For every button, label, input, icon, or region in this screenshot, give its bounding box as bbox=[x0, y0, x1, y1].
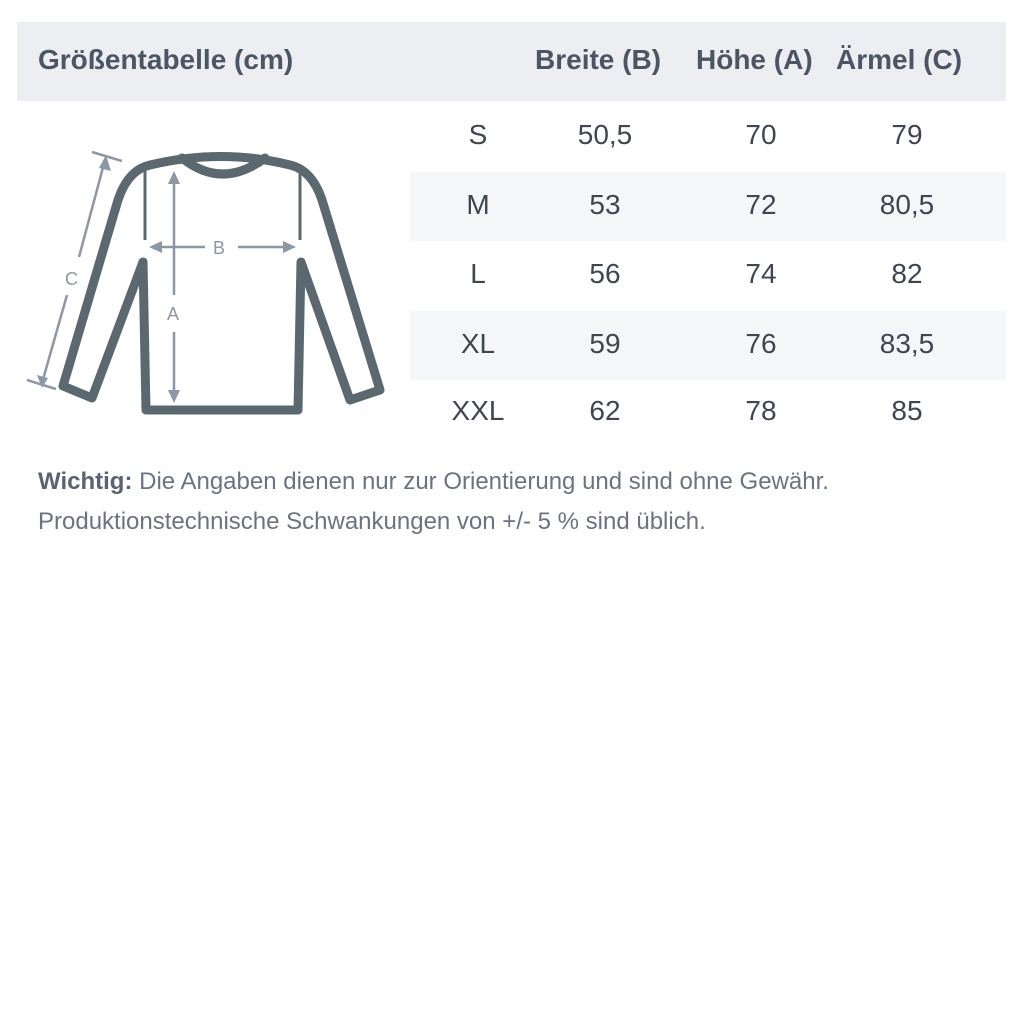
cell-hoehe: 78 bbox=[745, 395, 777, 426]
table-row: M 53 72 80,5 bbox=[410, 172, 1006, 241]
column-header-hoehe: Höhe (A) bbox=[696, 44, 813, 75]
sleeve-arrow bbox=[77, 159, 107, 258]
cell-size: XL bbox=[460, 328, 496, 359]
label-b: B bbox=[213, 238, 225, 258]
cell-size: L bbox=[470, 258, 486, 289]
cell-aermel: 85 bbox=[891, 395, 923, 426]
sweater-outline bbox=[58, 152, 385, 415]
cell-aermel: 79 bbox=[891, 119, 923, 150]
cell-breite: 53 bbox=[589, 189, 621, 220]
cell-hoehe: 70 bbox=[745, 119, 777, 150]
column-header-aermel: Ärmel (C) bbox=[836, 44, 963, 75]
cell-hoehe: 72 bbox=[745, 189, 777, 220]
cell-breite: 59 bbox=[589, 328, 621, 359]
cell-aermel: 83,5 bbox=[879, 328, 935, 359]
note-label: Wichtig: bbox=[38, 468, 133, 495]
label-a: A bbox=[167, 304, 179, 324]
cell-aermel: 82 bbox=[891, 258, 923, 289]
note-line1: Die Angaben dienen nur zur Orientierung … bbox=[132, 468, 829, 495]
table-row: XXL 62 78 85 bbox=[410, 380, 1006, 448]
cell-hoehe: 74 bbox=[745, 258, 777, 289]
column-header-breite: Breite (B) bbox=[535, 44, 662, 75]
cell-breite: 56 bbox=[589, 258, 621, 289]
page-title: Größentabelle (cm) bbox=[38, 44, 294, 75]
cell-breite: 62 bbox=[589, 395, 621, 426]
cell-size: XXL bbox=[451, 395, 505, 426]
table-row: S 50,5 70 79 bbox=[410, 102, 1006, 171]
note-line2: Produktionstechnische Schwankungen von +… bbox=[38, 508, 706, 535]
sweater-collar bbox=[177, 153, 270, 179]
table-row: L 56 74 82 bbox=[410, 241, 1006, 310]
table-row: XL 59 76 83,5 bbox=[410, 311, 1006, 380]
cell-size: M bbox=[466, 189, 490, 220]
cell-size: S bbox=[468, 119, 488, 150]
sweater-diagram: B A C bbox=[26, 150, 385, 415]
cell-aermel: 80,5 bbox=[879, 189, 935, 220]
cell-hoehe: 76 bbox=[745, 328, 777, 359]
cell-breite: 50,5 bbox=[577, 119, 633, 150]
label-c: C bbox=[65, 269, 78, 289]
table-header bbox=[17, 22, 1006, 101]
disclaimer-note: Wichtig: Die Angaben dienen nur zur Orie… bbox=[38, 462, 829, 542]
